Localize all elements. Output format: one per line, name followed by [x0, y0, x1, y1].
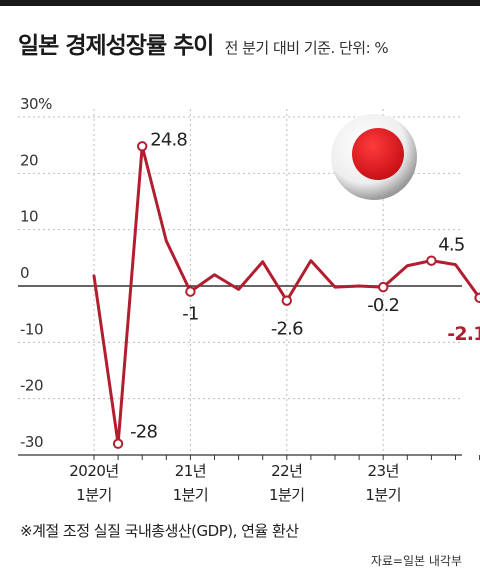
x-tick-label-year: 21년: [175, 462, 206, 480]
data-point-marker: [137, 141, 148, 152]
data-label: -1: [182, 304, 198, 325]
data-label: -28: [130, 422, 157, 443]
y-tick-label: 20: [20, 151, 38, 169]
data-point-marker: [378, 281, 389, 293]
data-label-latest: -2.1%: [447, 323, 480, 345]
top-bar: [0, 0, 480, 6]
title-row: 일본 경제성장률 추이 전 분기 대비 기준. 단위: %: [18, 26, 389, 60]
data-point-marker: [112, 438, 124, 449]
y-tick-label: -30: [20, 433, 43, 451]
y-tick-label: -20: [20, 377, 43, 395]
source-note: 자료=일본 내각부: [370, 554, 462, 568]
data-label: 24.8: [150, 129, 187, 150]
axes: 30% 20 10 0 -10 -20 -30 2020년 1분기 21년 1분기 22년 1분기 23년…: [18, 95, 480, 504]
y-tick-label: -10: [20, 320, 43, 338]
japan-flag-icon: [331, 114, 417, 200]
x-tick-label-quarter: 1분기: [365, 486, 401, 504]
data-label: -2.6: [271, 319, 303, 340]
x-tick-label-year: 23년: [368, 462, 399, 480]
data-point-marker: [474, 292, 480, 304]
footnote: ※계절 조정 실질 국내총생산(GDP), 연율 환산: [20, 522, 299, 540]
y-tick-label: 0: [20, 264, 29, 282]
x-tick-label-quarter: 1분기: [76, 486, 112, 504]
data-labels: -28 24.8 -1 -2.6 -0.2 4.5 -2.1%: [130, 129, 480, 442]
data-point-marker: [426, 255, 437, 266]
x-tick-label-quarter: 1분기: [269, 486, 305, 504]
x-tick-label-quarter: 1분기: [173, 486, 209, 504]
y-tick-label: 30%: [20, 95, 52, 113]
x-tick-label-year: 2020년: [69, 462, 118, 480]
x-tick-label-year: 22년: [271, 462, 302, 480]
chart-subtitle: 전 분기 대비 기준. 단위: %: [224, 39, 389, 57]
data-point-marker: [281, 295, 292, 306]
data-label: 4.5: [438, 235, 464, 256]
chart-title: 일본 경제성장률 추이: [18, 33, 214, 59]
y-tick-label: 10: [20, 208, 38, 226]
data-point-marker: [185, 286, 196, 297]
data-label: -0.2: [367, 295, 399, 316]
